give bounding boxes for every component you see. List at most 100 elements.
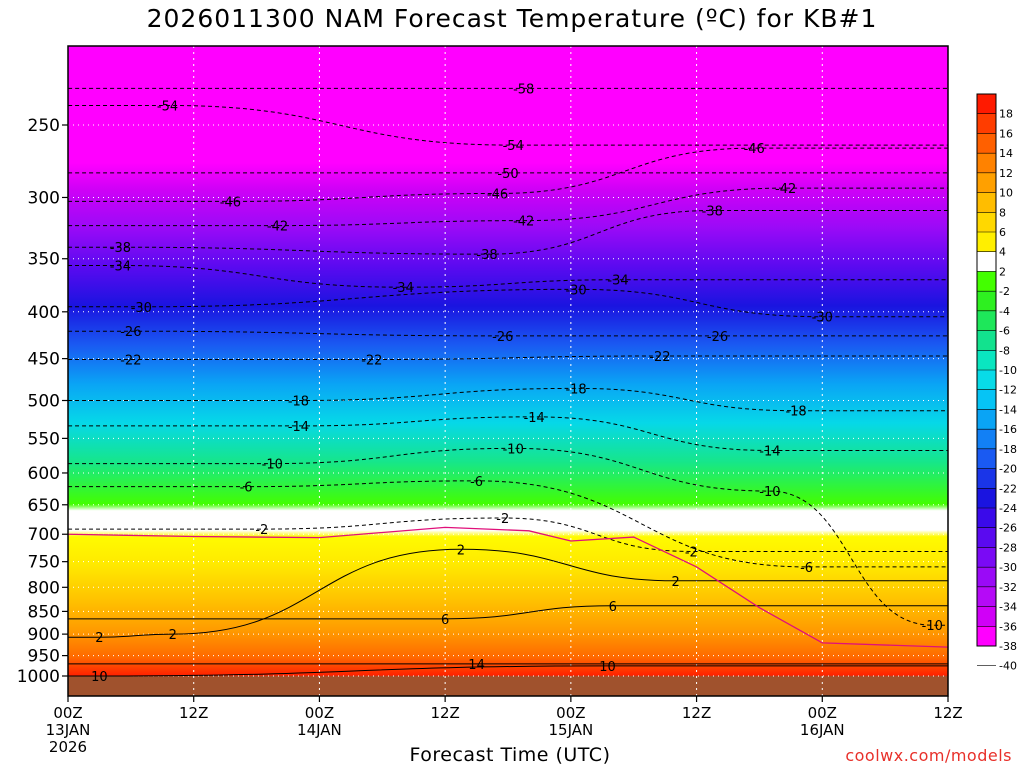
colorbar-label: 8	[999, 206, 1006, 219]
colorbar-label: 12	[999, 167, 1013, 180]
x-axis-title: Forecast Time (UTC)	[409, 744, 611, 766]
x-tick-date-label: 16JAN	[800, 721, 845, 739]
colorbar-swatch	[977, 271, 996, 292]
colorbar-label: -36	[999, 620, 1017, 633]
contour-label: -10	[922, 619, 943, 634]
y-tick-label: 450	[28, 350, 60, 370]
colorbar-label: 2	[999, 265, 1006, 278]
colorbar-swatch	[977, 527, 996, 548]
contour-label: 2	[457, 543, 465, 558]
contour-label: -26	[707, 330, 728, 345]
y-tick-label: 300	[28, 188, 60, 208]
x-tick-label: 12Z	[179, 704, 208, 722]
colorbar-swatch	[977, 448, 996, 470]
contour-label: -10	[262, 458, 283, 473]
colorbar-label: -38	[999, 640, 1017, 653]
colorbar-labels: 18 16 14 12 10 8 6 4 2 -2 -4 -6 -8 -10 -12 -14 -16 -18 -20…	[977, 108, 1017, 673]
colorbar-label: -2	[999, 285, 1010, 298]
colorbar-label: -12	[999, 384, 1017, 397]
y-tick-label: 850	[28, 602, 60, 622]
colorbar-swatch	[977, 291, 996, 312]
colorbar-swatch	[977, 172, 996, 194]
colorbar-label: 4	[999, 246, 1006, 259]
colorbar-label: -6	[999, 325, 1010, 338]
contour-label: -54	[503, 139, 524, 154]
contour-lines	[68, 87, 948, 677]
x-tick-year-label: 2026	[49, 738, 87, 756]
colorbar-label: -34	[999, 601, 1017, 614]
colorbar-swatch	[977, 251, 996, 272]
contour-label: -38	[110, 241, 131, 256]
colorbar-swatch	[977, 310, 996, 332]
y-tick-label: 600	[28, 464, 60, 484]
contour-label: -54	[157, 99, 178, 114]
zero-degree-contour	[68, 526, 948, 648]
colorbar-swatches	[976, 93, 997, 647]
contour-label: -58	[513, 82, 534, 97]
colorbar-label: -18	[999, 443, 1017, 456]
x-tick-label: 12Z	[682, 704, 711, 722]
x-tick-date-label: 14JAN	[297, 721, 342, 739]
colorbar-swatch	[977, 626, 996, 647]
contour-label: -42	[513, 215, 534, 230]
x-tick-label: 00Z	[808, 704, 837, 722]
contour-label: -46	[744, 142, 765, 157]
contour-label: 10	[91, 670, 108, 685]
grid-lines	[68, 46, 948, 696]
contour-label: -10	[503, 442, 524, 457]
contour-label: 14	[468, 658, 485, 673]
contour-line	[68, 187, 948, 227]
contour-label: -18	[785, 405, 806, 420]
colorbar-swatch	[977, 232, 996, 253]
y-tick-label: 1000	[17, 667, 60, 687]
contour-label: -34	[110, 259, 131, 274]
contour-label: -22	[649, 350, 670, 365]
colorbar-swatch	[977, 370, 996, 391]
colorbar-label: 6	[999, 226, 1006, 239]
colorbar-swatch	[977, 212, 996, 233]
y-tick-label: 900	[28, 625, 60, 645]
contour-label: -14	[288, 420, 309, 435]
colorbar-swatch	[977, 508, 996, 529]
contour-line	[68, 665, 948, 677]
contour-label: -6	[470, 475, 483, 490]
colorbar-label: -10	[999, 364, 1017, 377]
x-tick-label: 12Z	[430, 704, 459, 722]
contour-line	[68, 104, 948, 146]
y-tick-label: 400	[28, 303, 60, 323]
colorbar-swatch	[977, 429, 996, 450]
contour-label: -14	[759, 444, 780, 459]
colorbar-label: -22	[999, 482, 1017, 495]
contour-line	[68, 355, 948, 361]
contour-line	[68, 416, 948, 451]
colorbar-label: -26	[999, 522, 1017, 535]
y-tick-label: 700	[28, 525, 60, 545]
colorbar-swatch	[977, 330, 996, 351]
colorbar-swatch	[977, 94, 996, 115]
y-tick-label: 650	[28, 496, 60, 516]
contour-label: -34	[607, 274, 628, 289]
colorbar-label: -30	[999, 561, 1017, 574]
contour-label: -26	[492, 330, 513, 345]
contour-line	[68, 288, 948, 318]
colorbar-label: -8	[999, 344, 1010, 357]
colorbar-label: -14	[999, 403, 1017, 416]
colorbar-swatch	[977, 547, 996, 568]
contour-label: -38	[702, 204, 723, 219]
colorbar-swatch	[977, 409, 996, 430]
y-tick-label: 500	[28, 392, 60, 412]
contour-label: 2	[671, 575, 679, 590]
y-tick-label: 250	[28, 116, 60, 136]
colorbar-label: -16	[999, 423, 1017, 436]
y-tick-label: 800	[28, 578, 60, 598]
contour-line	[68, 447, 948, 626]
contour-label: -30	[565, 283, 586, 298]
contour-label: -18	[565, 382, 586, 397]
colorbar-swatch	[977, 153, 996, 174]
colorbar-label: 14	[999, 147, 1013, 160]
contour-label: -46	[220, 195, 241, 210]
contour-label: -10	[759, 485, 780, 500]
y-tick-label: 350	[28, 250, 60, 270]
